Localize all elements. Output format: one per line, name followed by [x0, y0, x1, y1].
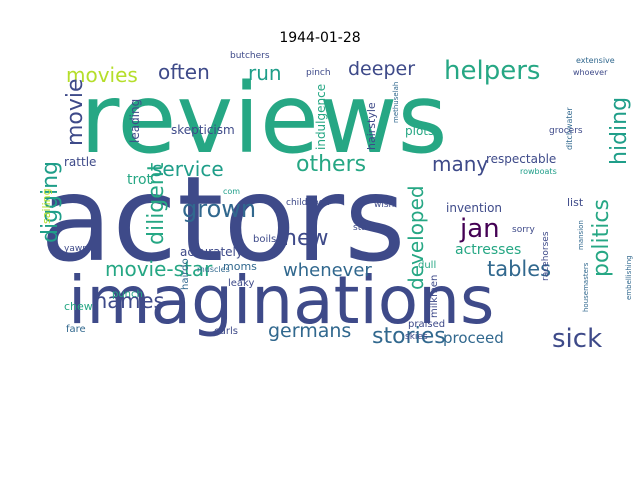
cloud-word: extensive — [576, 56, 615, 65]
cloud-word: sick — [552, 324, 602, 354]
cloud-word: stale — [353, 223, 375, 233]
cloud-word: service — [152, 157, 224, 181]
cloud-word: hairdo — [180, 258, 191, 290]
cloud-word: proceed — [443, 329, 504, 347]
cloud-word: childhood — [286, 198, 330, 208]
cloud-word: developed — [404, 185, 428, 290]
cloud-word: dull — [418, 260, 436, 271]
cloud-word: hiding — [607, 97, 632, 165]
cloud-word: wish — [374, 200, 394, 210]
cloud-word: leading — [128, 99, 142, 143]
chart-title: 1944-01-28 — [279, 30, 361, 46]
cloud-word: rattle — [64, 155, 96, 169]
cloud-word: many — [432, 152, 488, 176]
cloud-word: actresses — [455, 242, 521, 258]
cloud-word: movie — [63, 78, 88, 146]
cloud-word: politics — [589, 199, 614, 277]
cloud-word: reviews — [80, 63, 448, 175]
cloud-word: racehorses — [541, 231, 551, 281]
cloud-word: milkmen — [429, 275, 440, 318]
cloud-word: hairstyle — [365, 102, 378, 150]
cloud-word: moms — [223, 260, 257, 273]
cloud-word: others — [296, 152, 366, 177]
cloud-word: invention — [446, 201, 502, 215]
cloud-word: grown — [182, 195, 256, 223]
cloud-word: new — [283, 226, 328, 251]
cloud-word: punch — [112, 289, 143, 300]
cloud-word: accurately — [180, 245, 243, 259]
cloud-word: germans — [268, 320, 351, 342]
cloud-word: actors — [40, 150, 406, 288]
cloud-word: tables — [487, 257, 551, 281]
cloud-word: embellishing — [625, 255, 633, 300]
cloud-word: grocers — [549, 126, 583, 136]
cloud-word: jan — [459, 214, 500, 244]
cloud-word: skepticism — [171, 123, 235, 137]
cloud-word: curls — [214, 326, 238, 337]
cloud-word: fare — [66, 324, 86, 335]
cloud-word: whoever — [573, 68, 608, 77]
cloud-word: respectable — [486, 152, 556, 166]
cloud-word: run — [248, 61, 282, 85]
cloud-word: helpers — [444, 56, 540, 86]
cloud-word: plots — [405, 124, 434, 138]
cloud-word: housemasters — [582, 262, 590, 312]
cloud-word: yawn — [64, 244, 88, 254]
cloud-word: butchers — [230, 51, 270, 61]
cloud-word: trot — [127, 172, 153, 188]
cloud-word: often — [158, 60, 210, 84]
cloud-word: deeper — [348, 58, 415, 80]
cloud-word: whenever — [283, 260, 372, 281]
cloud-word: names — [94, 289, 165, 313]
cloud-word: list — [567, 196, 584, 209]
cloud-word: leaky — [228, 278, 254, 289]
cloud-word: stories — [372, 324, 446, 349]
cloud-word: sailing — [40, 188, 53, 224]
cloud-word: imaginations — [68, 262, 494, 339]
cloud-word: pinch — [306, 68, 331, 78]
cloud-word: movies — [66, 63, 138, 87]
cloud-word: movie-star — [105, 257, 213, 281]
cloud-word: methuselah — [392, 82, 400, 123]
cloud-word: boils — [253, 234, 276, 245]
cloud-word: indulgence — [314, 84, 328, 150]
cloud-word: ditchwater — [565, 107, 574, 150]
cloud-word: digging — [38, 161, 63, 243]
cloud-word: com — [223, 187, 240, 196]
cloud-word: muscles — [197, 265, 230, 274]
cloud-word: sorry — [512, 225, 535, 235]
cloud-word: diligent — [144, 162, 169, 245]
cloud-word: skies — [405, 332, 428, 342]
cloud-word: rowboats — [520, 167, 557, 176]
cloud-word: praised — [408, 319, 445, 330]
cloud-word: mansion — [577, 220, 585, 250]
cloud-word: chew — [64, 300, 93, 313]
